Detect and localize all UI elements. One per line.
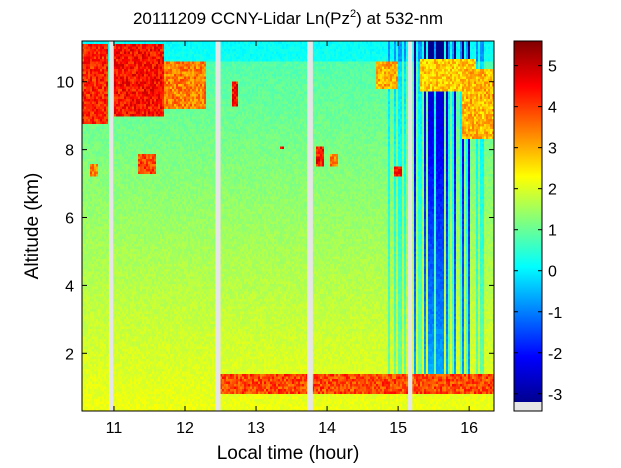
- colorbar-tick-label: -3: [548, 387, 562, 404]
- colorbar-tick-label: -1: [548, 305, 562, 322]
- y-tick-label: 4: [65, 278, 74, 295]
- y-axis-label: Altitude (km): [22, 173, 43, 280]
- y-tick-label: 8: [65, 143, 74, 160]
- x-tick-label: 16: [460, 420, 478, 437]
- data-gap: [216, 41, 221, 411]
- colorbar: [514, 41, 542, 402]
- x-axis-label: Local time (hour): [217, 443, 360, 464]
- x-tick-label: 13: [247, 420, 265, 437]
- data-gap: [307, 41, 313, 411]
- chart-title: 20111209 CCNY-Lidar Ln(Pz2) at 532-nm: [133, 8, 443, 28]
- data-gap: [408, 41, 412, 411]
- heatmap-area: [82, 41, 495, 412]
- colorbar-tick-label: 0: [548, 264, 557, 281]
- x-tick-label: 11: [106, 420, 123, 437]
- y-tick-label: 10: [56, 75, 74, 92]
- colorbar-tick-label: 2: [548, 182, 557, 199]
- y-tick-label: 2: [65, 346, 74, 363]
- colorbar-tick-label: 4: [548, 100, 557, 117]
- data-gap: [109, 41, 113, 411]
- colorbar-tick-label: -2: [548, 346, 562, 363]
- x-tick-label: 12: [176, 420, 194, 437]
- x-tick-label: 15: [389, 420, 407, 437]
- y-tick-label: 6: [65, 211, 74, 228]
- colorbar-tick-label: 5: [548, 59, 557, 76]
- colorbar-bottom-band: [514, 402, 542, 411]
- colorbar-tick-label: 1: [548, 223, 557, 240]
- x-tick-label: 14: [318, 420, 336, 437]
- colorbar-tick-label: 3: [548, 141, 557, 158]
